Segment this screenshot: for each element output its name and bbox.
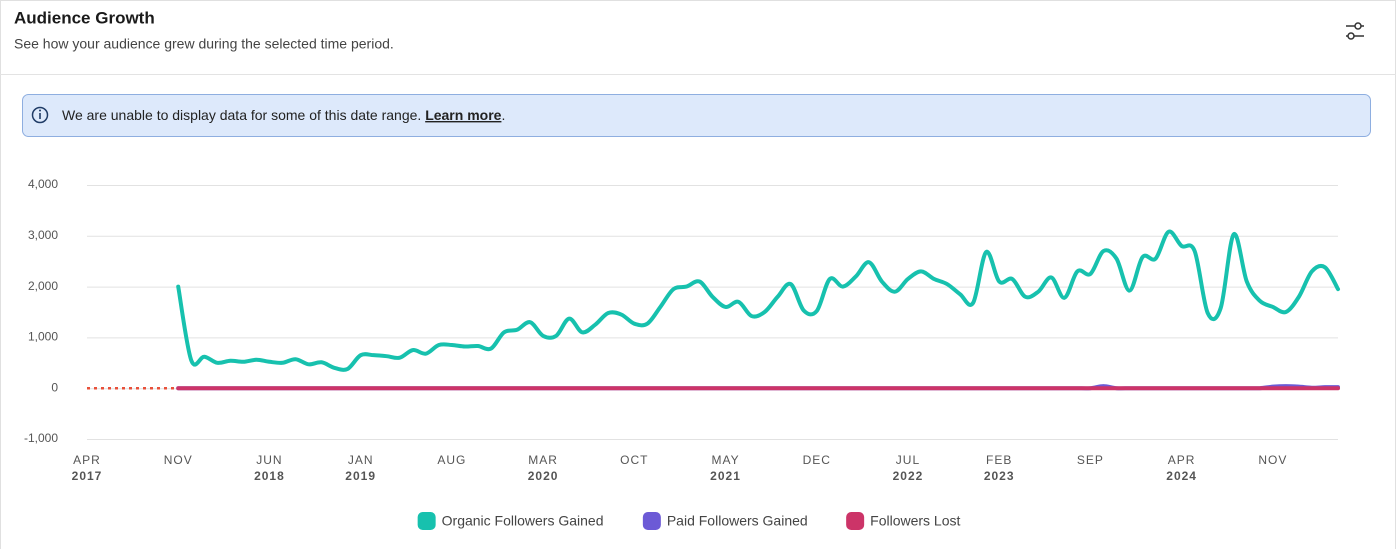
x-tick-label: FEB xyxy=(986,453,1012,467)
x-tick-label: MAR xyxy=(528,453,558,467)
legend-swatch xyxy=(417,512,436,530)
x-tick-label: JUL xyxy=(896,453,920,467)
title: Audience Growth xyxy=(14,8,155,27)
x-tick-label: MAY xyxy=(711,453,739,467)
y-tick-label: 4,000 xyxy=(28,177,58,191)
x-tick-label: OCT xyxy=(620,453,648,467)
x-tick-year: 2020 xyxy=(528,469,559,483)
x-tick-label: NOV xyxy=(1258,453,1287,467)
x-tick-label: AUG xyxy=(437,453,466,467)
x-tick-label: SEP xyxy=(1077,453,1104,467)
legend-label: Organic Followers Gained xyxy=(442,513,604,529)
legend-label: Followers Lost xyxy=(870,513,960,529)
x-tick-label: DEC xyxy=(803,453,831,467)
legend-swatch xyxy=(642,512,661,530)
x-tick-year: 2024 xyxy=(1166,469,1197,483)
x-tick-label: APR xyxy=(1168,453,1196,467)
x-tick-year: 2023 xyxy=(984,469,1015,483)
x-tick-label: JAN xyxy=(348,453,374,467)
x-tick-year: 2019 xyxy=(345,469,376,483)
x-tick-label: NOV xyxy=(164,453,193,467)
filter-icon[interactable] xyxy=(1346,22,1364,40)
y-tick-label: 3,000 xyxy=(28,228,58,242)
y-tick-label: 1,000 xyxy=(28,330,58,344)
banner-link[interactable]: Learn more xyxy=(425,107,501,123)
banner-period: . xyxy=(501,107,505,123)
banner-text: We are unable to display data for some o… xyxy=(62,107,505,123)
y-tick-label: 2,000 xyxy=(28,279,58,293)
x-tick-year: 2018 xyxy=(254,469,285,483)
series-line xyxy=(176,229,1340,372)
x-tick-label: APR xyxy=(73,453,101,467)
legend-swatch xyxy=(846,512,865,530)
x-tick-label: JUN xyxy=(256,453,282,467)
legend-label: Paid Followers Gained xyxy=(667,513,808,529)
y-tick-label: -1,000 xyxy=(24,431,58,445)
x-tick-year: 2017 xyxy=(72,469,103,483)
info-icon xyxy=(31,106,49,124)
x-tick-year: 2022 xyxy=(893,469,924,483)
banner-message: We are unable to display data for some o… xyxy=(62,107,421,123)
y-tick-label: 0 xyxy=(51,380,58,394)
info-banner xyxy=(22,94,1371,137)
x-tick-year: 2021 xyxy=(710,469,741,483)
subtitle: See how your audience grew during the se… xyxy=(14,36,394,52)
